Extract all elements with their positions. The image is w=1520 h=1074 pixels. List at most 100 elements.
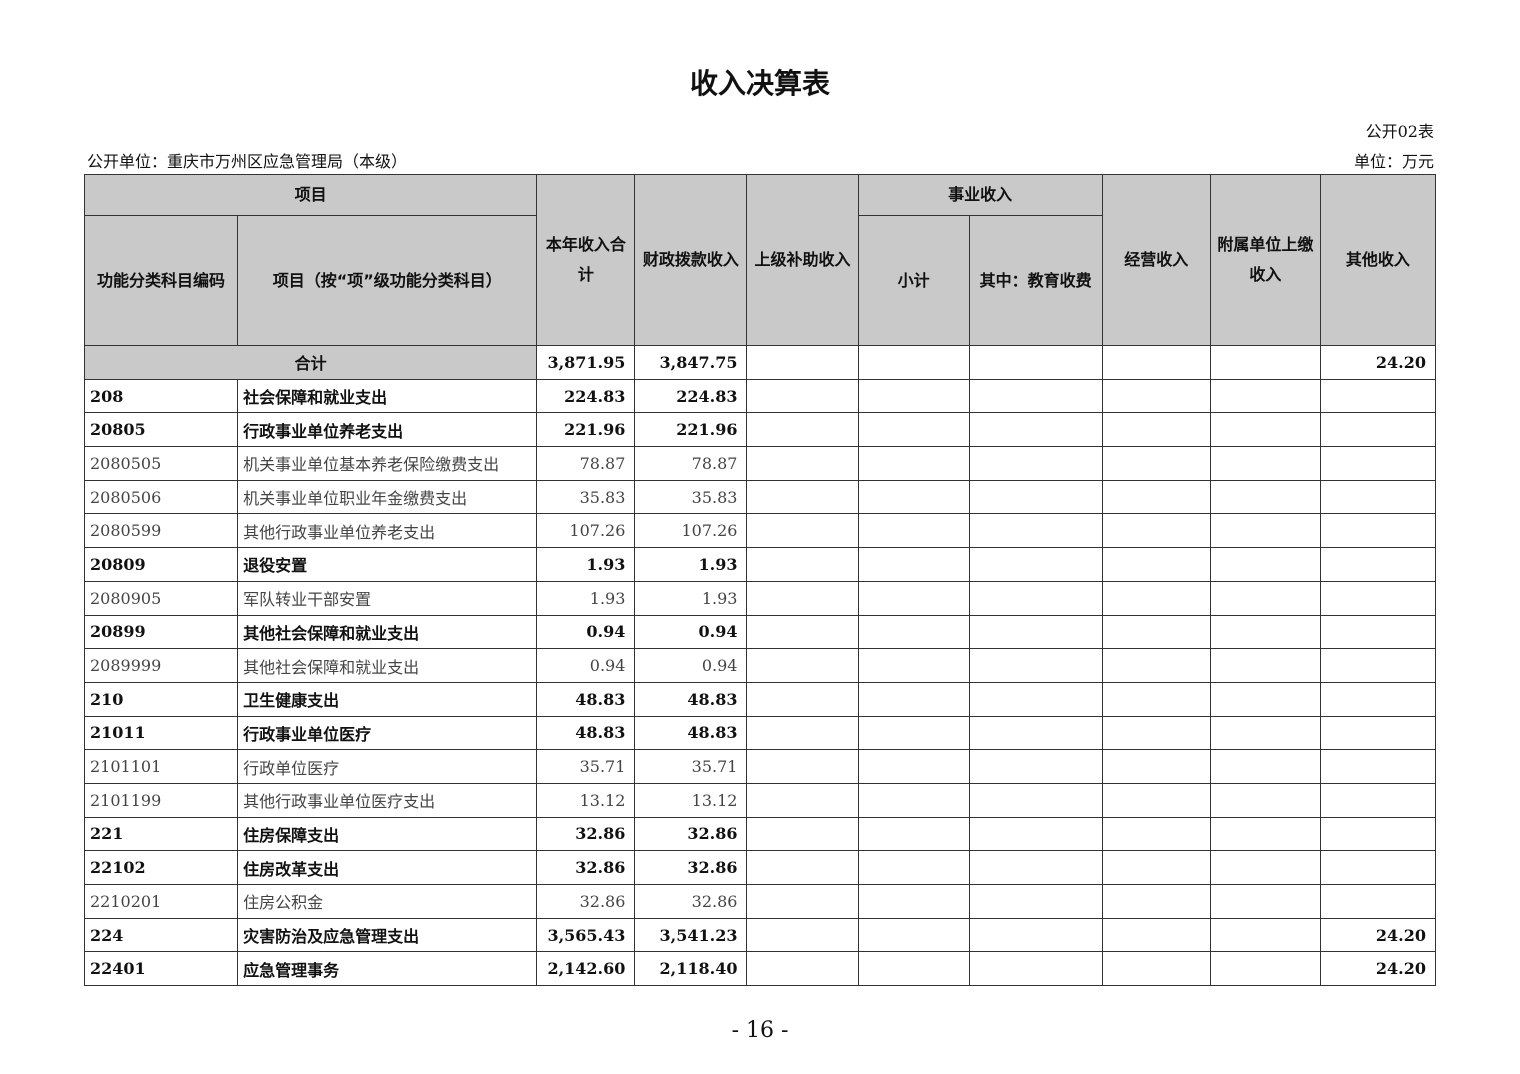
empty-cell <box>1209 580 1321 616</box>
row-total: 221.96 <box>536 412 636 448</box>
empty-cell <box>746 681 859 717</box>
empty-cell <box>1209 782 1321 818</box>
row-total: 13.12 <box>536 782 636 818</box>
empty-cell <box>1101 816 1211 852</box>
header-item: 项目 <box>83 174 538 216</box>
table-row: 210 卫生健康支出 48.83 48.83 <box>83 681 1437 717</box>
row-total: 32.86 <box>536 850 636 885</box>
row-other: 24.20 <box>1319 951 1437 987</box>
empty-cell <box>1209 479 1321 515</box>
empty-cell <box>857 951 970 987</box>
row-total: 107.26 <box>536 513 636 549</box>
empty-cell <box>746 749 859 784</box>
empty-cell <box>1101 446 1211 481</box>
row-name: 机关事业单位职业年金缴费支出 <box>237 479 538 515</box>
empty-cell <box>1209 850 1321 885</box>
empty-cell <box>857 884 970 919</box>
row-fiscal: 1.93 <box>634 547 748 582</box>
empty-cell <box>1209 378 1321 414</box>
row-code: 21011 <box>83 715 239 751</box>
empty-cell <box>746 479 859 515</box>
empty-cell <box>746 884 859 919</box>
row-name: 行政单位医疗 <box>237 749 538 784</box>
empty-cell <box>857 681 970 717</box>
row-name: 军队转业干部安置 <box>237 580 538 616</box>
row-other <box>1319 479 1437 515</box>
empty-cell <box>1209 715 1321 751</box>
table-row: 2089999 其他社会保障和就业支出 0.94 0.94 <box>83 648 1437 683</box>
row-fiscal: 0.94 <box>634 648 748 683</box>
empty-cell <box>746 917 859 953</box>
empty-cell <box>1101 850 1211 885</box>
empty-cell <box>1101 479 1211 515</box>
row-code: 20809 <box>83 547 239 582</box>
header-fiscal: 财政拨款收入 <box>634 174 748 346</box>
empty-cell <box>968 614 1103 650</box>
header-superior: 上级补助收入 <box>746 174 859 346</box>
row-fiscal: 13.12 <box>634 782 748 818</box>
row-fiscal: 32.86 <box>634 884 748 919</box>
empty-cell <box>968 715 1103 751</box>
empty-cell <box>1101 884 1211 919</box>
empty-cell <box>857 850 970 885</box>
row-code: 210 <box>83 681 239 717</box>
table-row: 22102 住房改革支出 32.86 32.86 <box>83 850 1437 885</box>
row-code: 2080599 <box>83 513 239 549</box>
row-total: 1.93 <box>536 580 636 616</box>
empty-cell <box>746 378 859 414</box>
empty-cell <box>746 648 859 683</box>
empty-cell <box>1209 884 1321 919</box>
row-code: 221 <box>83 816 239 852</box>
row-code: 2080505 <box>83 446 239 481</box>
row-other <box>1319 715 1437 751</box>
header-affiliated: 附属单位上缴收入 <box>1209 174 1321 346</box>
row-other <box>1319 378 1437 414</box>
empty-cell <box>746 850 859 885</box>
table-row: 224 灾害防治及应急管理支出 3,565.43 3,541.23 24.20 <box>83 917 1437 953</box>
row-other: 24.20 <box>1319 917 1437 953</box>
row-total: 224.83 <box>536 378 636 414</box>
table-row: 21011 行政事业单位医疗 48.83 48.83 <box>83 715 1437 751</box>
row-code: 2210201 <box>83 884 239 919</box>
table-row: 2210201 住房公积金 32.86 32.86 <box>83 884 1437 919</box>
empty-cell <box>968 951 1103 987</box>
total-label: 合计 <box>83 345 538 380</box>
table-row: 2080599 其他行政事业单位养老支出 107.26 107.26 <box>83 513 1437 549</box>
empty-cell <box>746 547 859 582</box>
reporting-unit: 公开单位：重庆市万州区应急管理局（本级） <box>87 152 408 171</box>
row-code: 2080506 <box>83 479 239 515</box>
empty-cell <box>1101 378 1211 414</box>
empty-cell <box>857 749 970 784</box>
empty-cell <box>968 446 1103 481</box>
empty-cell <box>857 513 970 549</box>
row-total: 48.83 <box>536 715 636 751</box>
table-row: 20899 其他社会保障和就业支出 0.94 0.94 <box>83 614 1437 650</box>
empty-cell <box>968 749 1103 784</box>
empty-cell <box>1101 749 1211 784</box>
empty-cell <box>1209 446 1321 481</box>
table-row: 208 社会保障和就业支出 224.83 224.83 <box>83 378 1437 414</box>
row-name: 其他行政事业单位医疗支出 <box>237 782 538 818</box>
empty-cell <box>1209 749 1321 784</box>
empty-cell <box>1209 681 1321 717</box>
empty-cell <box>968 681 1103 717</box>
empty-cell <box>968 816 1103 852</box>
header-edu: 其中：教育收费 <box>968 215 1103 346</box>
empty-cell <box>1209 513 1321 549</box>
empty-cell <box>746 951 859 987</box>
total-fiscal: 3,847.75 <box>634 345 748 380</box>
table-row: 221 住房保障支出 32.86 32.86 <box>83 816 1437 852</box>
empty-cell <box>1209 951 1321 987</box>
row-code: 22102 <box>83 850 239 885</box>
empty-cell <box>968 378 1103 414</box>
row-total: 0.94 <box>536 614 636 650</box>
row-other <box>1319 850 1437 885</box>
currency-unit: 单位：万元 <box>1353 152 1434 171</box>
row-total: 35.71 <box>536 749 636 784</box>
empty-cell <box>968 782 1103 818</box>
empty-cell <box>1101 614 1211 650</box>
empty-cell <box>746 715 859 751</box>
row-other <box>1319 513 1437 549</box>
header-total: 本年收入合计 <box>536 174 636 346</box>
empty-cell <box>1209 917 1321 953</box>
